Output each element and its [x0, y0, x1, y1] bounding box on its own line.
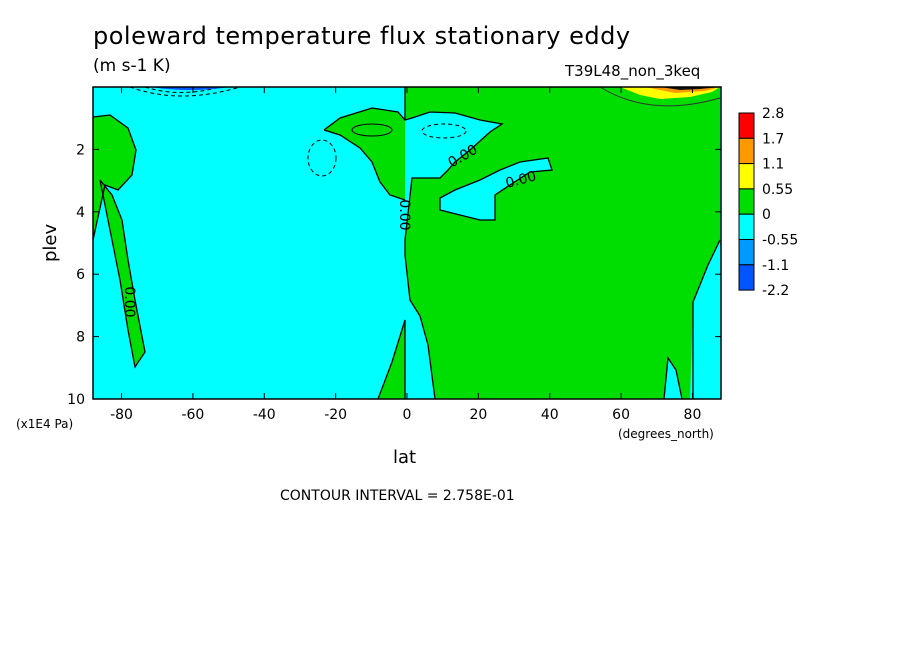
zero-contour-polar-sh: [92, 114, 137, 241]
colorbar-label: -0.55: [762, 233, 798, 249]
contour-label: 0.00: [396, 199, 412, 230]
y-tick-label: 4: [76, 205, 85, 221]
colorbar-swatch: [738, 239, 755, 266]
contour-label: 0.00: [504, 168, 538, 192]
y-axis-label: plev: [40, 223, 61, 262]
zero-contour-equator: [377, 319, 406, 400]
negative-region-nh-polar: [693, 240, 720, 399]
positive-region-sh-upper: [324, 108, 405, 200]
contour-line-polar-nh: [599, 86, 721, 107]
y-tick-label: 10: [67, 392, 85, 408]
negative-contour-top-1: [129, 86, 241, 97]
colorbar-label: 1.7: [762, 131, 784, 147]
x-units-label: (degrees_north): [618, 427, 714, 441]
positive-region-polar-sh-low: [100, 180, 145, 367]
x-tick-label: -40: [253, 407, 276, 423]
negative-region-nh-mid: [440, 158, 552, 220]
colorbar-label: 0: [762, 207, 771, 223]
colorbar-label: 2.8: [762, 106, 784, 122]
zero-contour-polar-ridge: [663, 356, 683, 400]
colorbar-swatch: [738, 163, 755, 190]
chart-title: poleward temperature flux stationary edd…: [93, 22, 631, 50]
x-tick-label: -20: [324, 407, 347, 423]
chart-units: (m s-1 K): [93, 56, 171, 76]
positive-contour-sh-ellipse: [351, 123, 393, 137]
zero-contour-nh-polar: [692, 239, 721, 399]
x-tick-label: -60: [181, 407, 204, 423]
colorbar-swatch: [738, 213, 755, 240]
x-axis-label: lat: [393, 447, 416, 468]
colorbar-label: 1.1: [762, 157, 784, 173]
run-label: T39L48_non_3keq: [565, 62, 701, 80]
negative-contour-nh-ellipse: [421, 123, 467, 139]
x-tick-label: 60: [612, 407, 630, 423]
zero-contour-nh-mid: [439, 157, 553, 221]
negative-region-nh-upper: [420, 122, 468, 140]
x-tick-label: 20: [469, 407, 487, 423]
colorbar-swatch: [738, 264, 755, 291]
x-tick-label: 40: [541, 407, 559, 423]
contour-interval: CONTOUR INTERVAL = 2.758E-01: [280, 488, 515, 504]
x-tick-label: 0: [403, 407, 412, 423]
contour-label: 0.00: [121, 286, 137, 317]
zero-contour-main: [404, 87, 504, 400]
y-tick-label: 2: [76, 142, 85, 158]
colorbar-label: -2.2: [762, 283, 789, 299]
positive-region-polar-sh: [93, 115, 136, 240]
zero-contour-polar-sh-low: [99, 179, 146, 369]
zero-contours: [92, 87, 721, 400]
positive-region-equator: [378, 320, 405, 399]
negative-contour-sh-ellipse: [307, 139, 337, 177]
x-tick-label: 80: [684, 407, 702, 423]
colorbar-swatch: [738, 188, 755, 215]
positive-region-main: [405, 87, 720, 399]
negative-contour-top-2: [144, 86, 221, 93]
colorbar-swatch: [738, 137, 755, 165]
colorbar-label: 0.55: [762, 182, 793, 198]
colorbar-label: -1.1: [762, 258, 789, 274]
y-units-label: (x1E4 Pa): [16, 417, 73, 431]
colorbar-swatch: [738, 112, 755, 139]
x-tick-label: -80: [110, 407, 133, 423]
zero-contour-sh-upper: [323, 107, 406, 201]
y-tick-label: 8: [76, 330, 85, 346]
y-tick-label: 6: [76, 267, 85, 283]
